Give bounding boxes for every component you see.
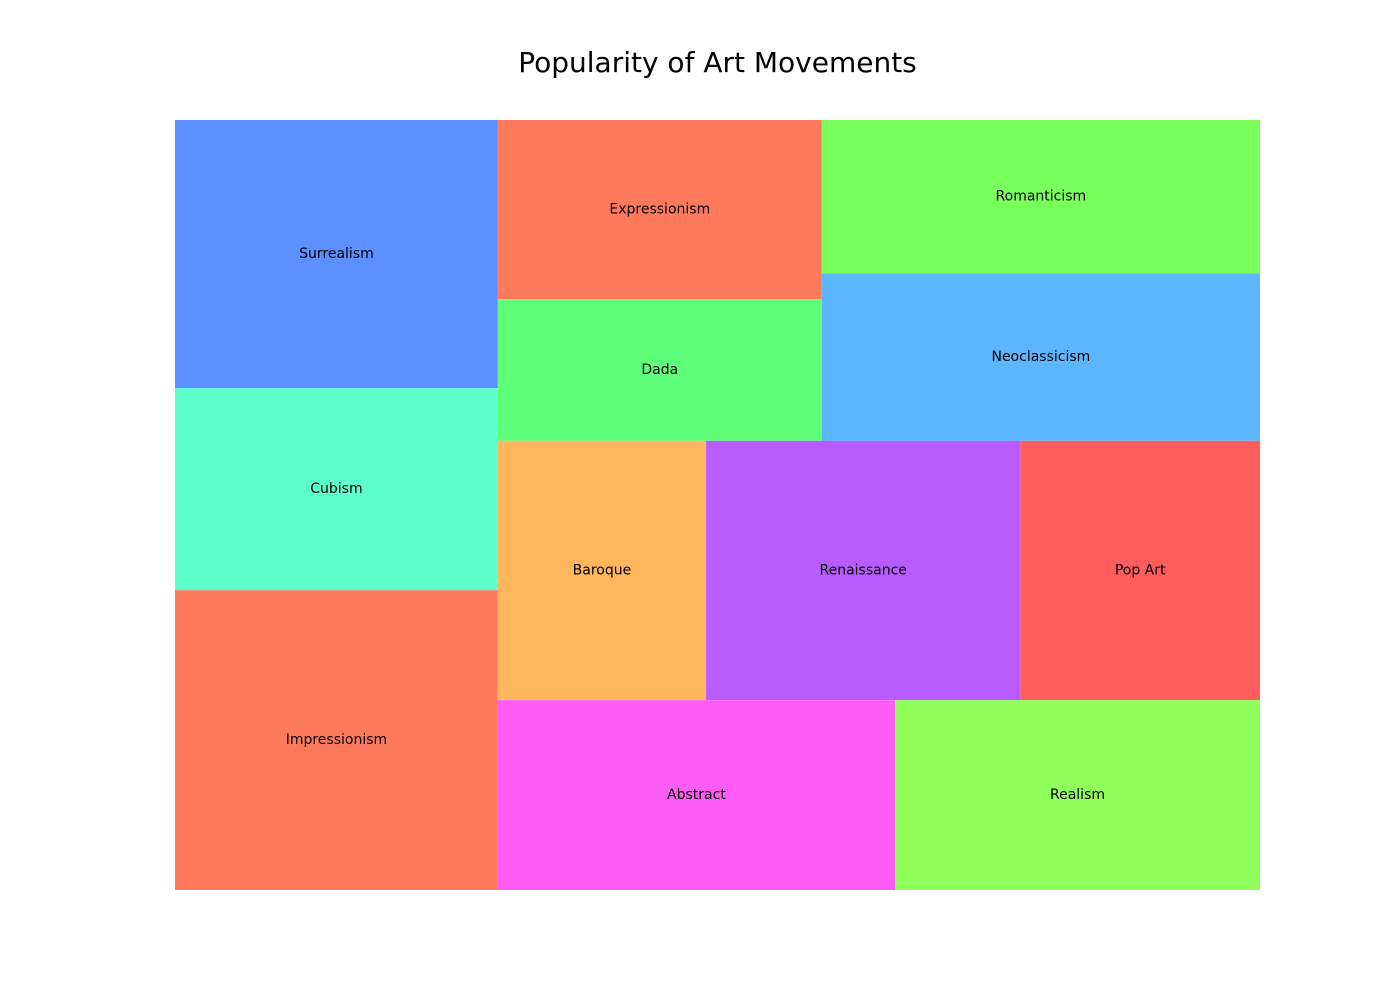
- treemap-label-surrealism: Surrealism: [299, 246, 374, 262]
- treemap-tile-cubism: [175, 388, 498, 591]
- treemap-label-abstract: Abstract: [667, 787, 726, 803]
- treemap-label-romanticism: Romanticism: [996, 189, 1087, 205]
- treemap-tile-surrealism: [175, 120, 498, 389]
- treemap-tile-renaissance: [706, 440, 1021, 701]
- treemap-tile-romanticism: [821, 120, 1260, 274]
- treemap-tile-impressionism: [175, 590, 498, 890]
- treemap-label-renaissance: Renaissance: [820, 563, 907, 579]
- treemap-label-cubism: Cubism: [310, 481, 362, 497]
- treemap-label-dada: Dada: [641, 362, 678, 378]
- treemap-tile-neoclassicism: [821, 273, 1260, 441]
- treemap-label-impressionism: Impressionism: [286, 732, 387, 748]
- treemap-tile-expressionism: [497, 120, 822, 300]
- treemap-label-baroque: Baroque: [573, 563, 632, 579]
- treemap-tile-baroque: [497, 440, 707, 701]
- treemap-label-expressionism: Expressionism: [609, 202, 710, 218]
- chart-title: Popularity of Art Movements: [518, 46, 917, 79]
- treemap-label-pop-art: Pop Art: [1115, 563, 1166, 579]
- treemap-tile-dada: [497, 299, 822, 441]
- treemap-tile-pop-art: [1020, 440, 1260, 701]
- treemap-tile-realism: [895, 700, 1260, 890]
- treemap-label-neoclassicism: Neoclassicism: [991, 349, 1090, 365]
- treemap-tile-abstract: [497, 700, 896, 890]
- treemap-label-realism: Realism: [1050, 787, 1105, 803]
